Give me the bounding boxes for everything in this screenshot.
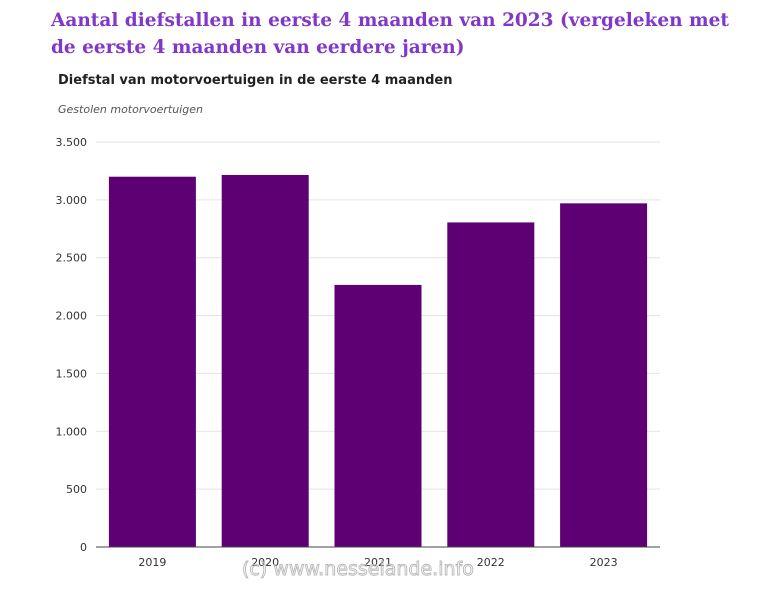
bar-2023 (560, 203, 648, 548)
y-tick-label: 3.000 (56, 194, 88, 207)
y-tick-label: 1.000 (56, 425, 88, 438)
y-axis-ticks: 0 500 1.000 1.500 2.000 2.500 3.000 3.500 (56, 136, 88, 554)
chart-subtitle: Gestolen motorvoertuigen (58, 103, 203, 116)
y-tick-label: 2.000 (56, 310, 88, 323)
x-tick-label: 2023 (590, 556, 618, 569)
bar-2020 (221, 174, 309, 547)
y-tick-label: 2.500 (56, 252, 88, 265)
x-tick-label: 2019 (138, 556, 166, 569)
x-tick-label: 2021 (364, 556, 392, 569)
watermark: (c) www.nesselande.info (242, 558, 474, 580)
y-tick-label: 1.500 (56, 367, 88, 380)
x-tick-label: 2020 (251, 556, 279, 569)
y-tick-label: 500 (66, 483, 87, 496)
y-tick-label: 3.500 (56, 136, 88, 149)
page-heading: Aantal diefstallen in eerste 4 maanden v… (51, 10, 729, 58)
x-tick-label: 2022 (477, 556, 505, 569)
y-tick-label: 0 (80, 541, 87, 554)
bar-2019 (108, 176, 196, 547)
bar-2022 (447, 222, 535, 547)
bars (108, 174, 648, 548)
x-axis-ticks: 2019 2020 2021 2022 2023 (138, 556, 617, 569)
chart-title: Diefstal van motorvoertuigen in de eerst… (58, 73, 453, 88)
bar-2021 (334, 284, 422, 547)
